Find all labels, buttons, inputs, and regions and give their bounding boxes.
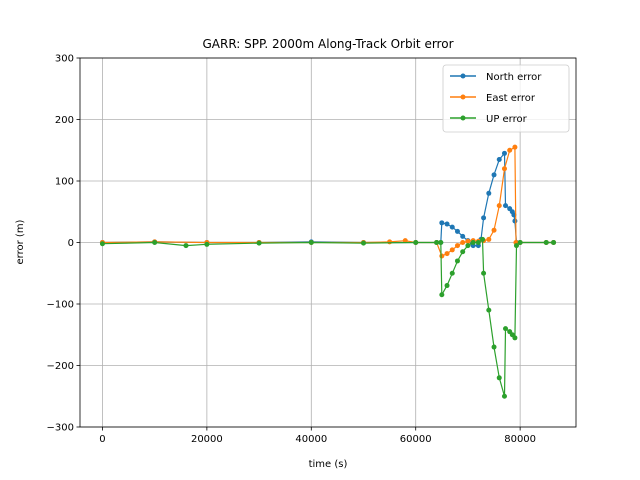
- legend-item: East error: [450, 93, 536, 104]
- y-tick-label: −300: [47, 423, 74, 434]
- data-point: [449, 247, 455, 253]
- data-point: [460, 249, 466, 255]
- data-point: [465, 238, 471, 244]
- data-point: [444, 221, 450, 227]
- data-point: [454, 228, 460, 234]
- data-point: [439, 292, 445, 298]
- data-point: [496, 156, 502, 162]
- data-point: [551, 240, 557, 245]
- legend: North error East error UP error: [442, 64, 570, 133]
- data-point: [465, 243, 471, 249]
- series-layer: [99, 144, 557, 399]
- x-tick-label: 0: [99, 434, 105, 445]
- legend-label: UP error: [486, 114, 528, 125]
- legend-marker: [460, 73, 466, 79]
- data-point: [454, 243, 460, 249]
- data-point: [449, 270, 455, 276]
- y-tick-label: −200: [47, 361, 74, 372]
- data-point: [444, 283, 450, 289]
- data-point: [501, 150, 507, 156]
- data-point: [496, 375, 502, 381]
- data-point: [152, 240, 158, 245]
- data-point: [439, 253, 445, 259]
- data-point: [413, 240, 419, 245]
- legend-label: East error: [486, 93, 536, 104]
- data-point: [491, 344, 497, 350]
- y-axis-label: error (m): [15, 219, 26, 264]
- data-point: [444, 251, 450, 257]
- data-point: [513, 243, 519, 249]
- data-point: [517, 240, 523, 245]
- data-point: [496, 203, 502, 209]
- data-point: [256, 240, 262, 246]
- data-point: [512, 144, 518, 150]
- x-axis: 0 20000 40000 60000 80000: [99, 427, 536, 445]
- data-point: [438, 240, 444, 245]
- chart-title: GARR: SPP. 2000m Along-Track Orbit error: [202, 37, 453, 51]
- y-axis: −300 −200 −100 0 100 200 300: [47, 54, 80, 434]
- x-axis-label: time (s): [309, 459, 348, 470]
- legend-marker: [460, 115, 466, 121]
- data-point: [503, 203, 509, 209]
- data-point: [449, 224, 455, 230]
- data-point: [486, 190, 492, 196]
- data-point: [460, 240, 466, 245]
- data-point: [543, 240, 549, 245]
- data-point: [361, 240, 367, 246]
- data-point: [507, 147, 513, 153]
- data-point: [402, 238, 408, 244]
- series-up-error: [99, 236, 557, 399]
- data-point: [475, 240, 481, 245]
- data-point: [204, 241, 210, 247]
- data-point: [512, 335, 518, 341]
- x-tick-label: 40000: [295, 434, 327, 445]
- legend-marker: [460, 94, 466, 100]
- legend-box: [442, 64, 570, 133]
- y-tick-label: 0: [68, 238, 74, 249]
- y-tick-label: 100: [55, 177, 74, 188]
- data-point: [183, 243, 189, 249]
- data-point: [486, 236, 492, 242]
- x-tick-label: 20000: [191, 434, 223, 445]
- data-point: [308, 240, 314, 245]
- data-point: [480, 236, 486, 242]
- data-point: [454, 258, 460, 264]
- data-point: [481, 215, 487, 221]
- data-point: [439, 220, 445, 226]
- data-point: [491, 172, 497, 178]
- legend-item: UP error: [450, 114, 528, 125]
- x-tick-label: 80000: [504, 434, 536, 445]
- data-point: [512, 218, 518, 224]
- data-point: [501, 166, 507, 172]
- data-point: [491, 227, 497, 233]
- data-point: [503, 326, 509, 332]
- x-tick-label: 60000: [400, 434, 432, 445]
- data-point: [387, 239, 393, 245]
- data-point: [460, 233, 466, 239]
- data-point: [486, 307, 492, 313]
- data-point: [481, 270, 487, 276]
- y-tick-label: −100: [47, 300, 74, 311]
- data-point: [99, 241, 105, 247]
- y-tick-label: 200: [55, 115, 74, 126]
- y-tick-label: 300: [55, 54, 74, 65]
- data-point: [434, 240, 440, 245]
- data-point: [501, 393, 507, 399]
- legend-item: North error: [450, 72, 542, 83]
- legend-label: North error: [486, 72, 542, 83]
- data-point: [470, 240, 476, 245]
